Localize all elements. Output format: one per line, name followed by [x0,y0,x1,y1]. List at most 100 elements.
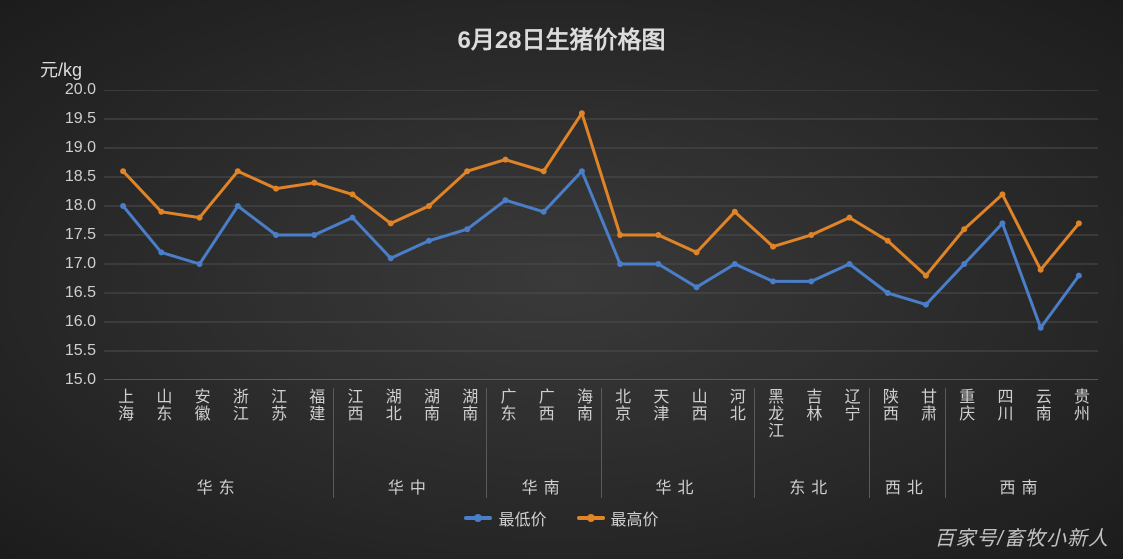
data-marker [808,232,814,238]
y-tick-label: 17.5 [65,226,104,244]
y-tick-label: 15.5 [65,342,104,360]
data-marker [694,249,700,255]
legend-item: 最低价 [464,506,546,530]
data-marker [1038,267,1044,273]
x-tick-label: 湖南 [448,388,486,466]
data-marker [388,255,394,261]
x-tick-label: 安徽 [180,388,218,466]
data-marker [655,232,661,238]
data-marker [999,191,1005,197]
legend-swatch [577,516,605,520]
group-separator [333,388,334,498]
series-line [123,171,1079,328]
y-tick-label: 15.0 [65,371,104,389]
x-tick-label: 云南 [1022,388,1060,466]
x-tick-label: 江西 [333,388,371,466]
data-marker [617,232,623,238]
data-marker [1038,325,1044,331]
x-tick-label: 重庆 [945,388,983,466]
legend-item: 最高价 [577,506,659,530]
group-label: 西北 [885,474,929,498]
group-axis: 华东华中华南华北东北西北西南 [104,474,1098,504]
group-separator [945,388,946,498]
data-marker [732,209,738,215]
x-tick-label: 广东 [486,388,524,466]
data-marker [961,226,967,232]
data-marker [1076,220,1082,226]
data-marker [541,209,547,215]
data-marker [273,232,279,238]
data-marker [464,226,470,232]
data-marker [273,186,279,192]
x-tick-label: 山西 [678,388,716,466]
group-label: 华中 [388,474,432,498]
x-tick-label: 福建 [295,388,333,466]
data-marker [732,261,738,267]
data-marker [808,278,814,284]
group-label: 东北 [789,474,833,498]
data-marker [426,203,432,209]
group-label: 华南 [522,474,566,498]
data-marker [388,220,394,226]
x-tick-label: 海南 [563,388,601,466]
data-marker [961,261,967,267]
group-separator [486,388,487,498]
data-marker [158,249,164,255]
data-marker [655,261,661,267]
y-tick-label: 17.0 [65,255,104,273]
data-marker [311,180,317,186]
data-marker [350,191,356,197]
data-marker [885,238,891,244]
x-tick-label: 上海 [104,388,142,466]
data-marker [502,197,508,203]
data-marker [923,302,929,308]
chart-title: 6月28日生猪价格图 [0,20,1123,55]
legend-swatch [464,516,492,520]
group-label: 华东 [197,474,241,498]
data-marker [770,278,776,284]
data-marker [197,261,203,267]
x-tick-label: 辽宁 [830,388,868,466]
y-tick-label: 19.5 [65,110,104,128]
x-tick-label: 四川 [983,388,1021,466]
x-tick-label: 吉林 [792,388,830,466]
y-tick-label: 16.0 [65,313,104,331]
data-marker [120,168,126,174]
data-marker [770,244,776,250]
x-tick-label: 湖南 [410,388,448,466]
group-separator [754,388,755,498]
data-marker [694,284,700,290]
group-label: 西南 [1000,474,1044,498]
x-tick-label: 天津 [639,388,677,466]
data-marker [235,168,241,174]
x-tick-label: 北京 [601,388,639,466]
x-tick-label: 甘肃 [907,388,945,466]
x-tick-label: 山东 [142,388,180,466]
x-tick-label: 河北 [716,388,754,466]
data-marker [464,168,470,174]
group-separator [869,388,870,498]
y-tick-label: 16.5 [65,284,104,302]
data-marker [541,168,547,174]
data-marker [923,273,929,279]
data-marker [617,261,623,267]
x-tick-label: 江苏 [257,388,295,466]
x-tick-label: 贵州 [1060,388,1098,466]
x-tick-label: 黑龙江 [754,388,792,466]
y-axis-unit-label: 元/kg [40,56,82,82]
legend-label: 最低价 [498,506,546,530]
data-marker [350,215,356,221]
x-tick-label: 陕西 [869,388,907,466]
data-marker [502,157,508,163]
y-tick-label: 20.0 [65,81,104,99]
data-marker [197,215,203,221]
plot-svg [104,90,1098,380]
series-line [123,113,1079,275]
y-tick-label: 19.0 [65,139,104,157]
data-marker [885,290,891,296]
data-marker [847,261,853,267]
data-marker [1076,273,1082,279]
chart-container: 6月28日生猪价格图 元/kg 15.015.516.016.517.017.5… [0,0,1123,559]
data-marker [579,168,585,174]
plot-area: 15.015.516.016.517.017.518.018.519.019.5… [104,90,1098,380]
